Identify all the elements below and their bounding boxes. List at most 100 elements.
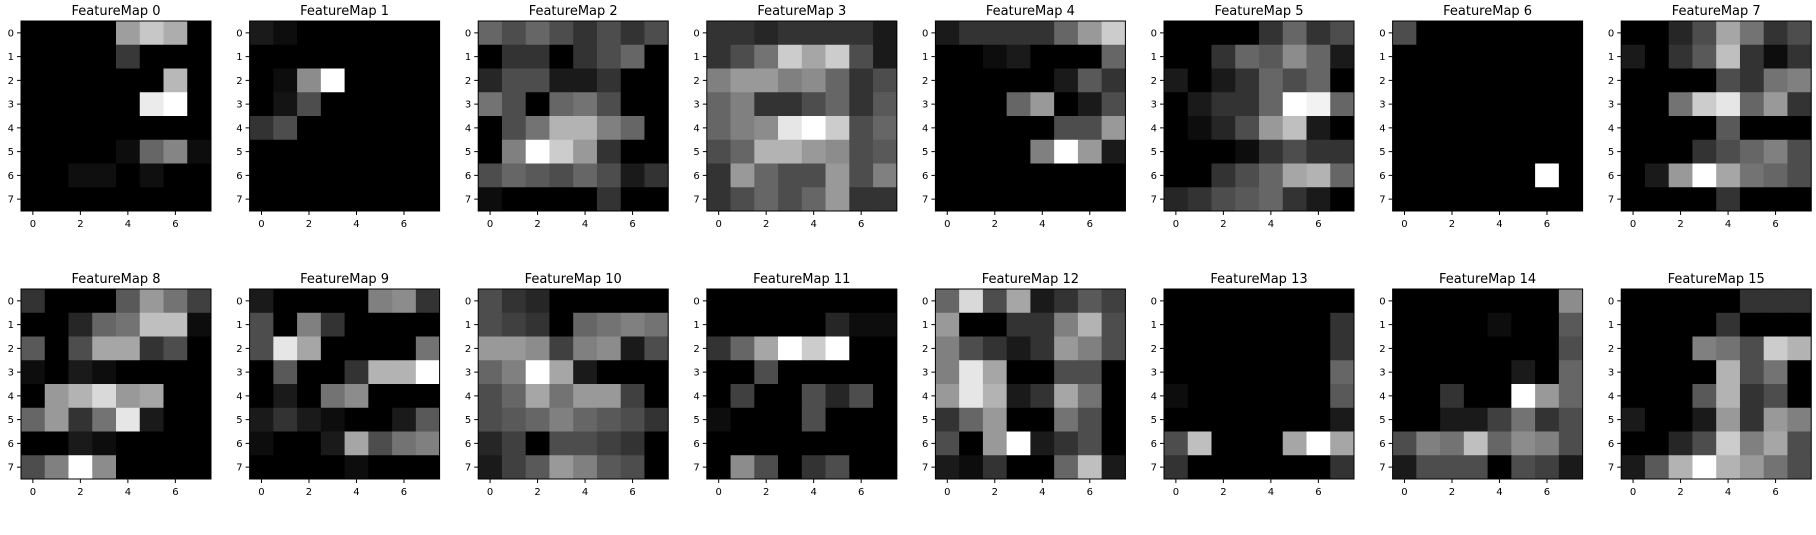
heatmap-cell	[730, 384, 755, 409]
heatmap-cell	[1440, 139, 1465, 164]
y-tick-label: 2	[1151, 76, 1157, 87]
heatmap-cell	[415, 44, 440, 69]
heatmap-cell	[935, 163, 960, 188]
heatmap-cell	[139, 68, 164, 93]
heatmap-cell	[273, 289, 298, 314]
heatmap-cell	[1716, 139, 1741, 164]
heatmap-cell	[525, 21, 550, 46]
x-tick-label: 0	[487, 219, 493, 230]
heatmap-cell	[1535, 384, 1560, 409]
heatmap-cell	[935, 312, 960, 337]
heatmap-cell	[1030, 431, 1055, 456]
heatmap-cell	[1463, 455, 1488, 480]
heatmap-cell	[1259, 163, 1284, 188]
heatmap-cell	[68, 44, 93, 69]
heatmap-cell	[982, 92, 1008, 117]
heatmap-cell	[1668, 21, 1693, 46]
y-tick-label: 5	[1608, 147, 1614, 158]
heatmap-cell	[1511, 336, 1536, 361]
heatmap-cell	[1787, 312, 1812, 337]
heatmap-cell	[778, 336, 803, 361]
heatmap-cell	[825, 44, 850, 69]
heatmap-cell	[1535, 116, 1560, 141]
heatmap-cell	[1416, 360, 1441, 385]
heatmap-cell	[1282, 21, 1307, 46]
heatmap-cell	[959, 139, 984, 164]
heatmap-cell	[982, 139, 1008, 164]
heatmap-cell	[1187, 92, 1212, 117]
heatmap-cell	[297, 289, 322, 314]
heatmap-cell	[116, 92, 141, 117]
heatmap-cell	[935, 139, 960, 164]
heatmap-cell	[1621, 116, 1646, 141]
heatmap-cell	[1054, 312, 1079, 337]
heatmap-cell	[1763, 289, 1788, 314]
heatmap-cell	[501, 455, 527, 480]
heatmap-cell	[778, 68, 803, 93]
heatmap-cell	[1330, 289, 1355, 314]
heatmap-cell	[320, 163, 345, 188]
heatmap-cell	[1487, 407, 1512, 432]
heatmap-cell	[1763, 360, 1788, 385]
heatmap-cell	[1558, 455, 1583, 480]
heatmap-cell	[320, 92, 345, 117]
y-tick-label: 5	[1379, 415, 1385, 426]
heatmap-cell	[549, 116, 574, 141]
heatmap-cell	[620, 139, 645, 164]
heatmap-cell	[1463, 187, 1488, 212]
heatmap-cell	[1716, 68, 1741, 93]
heatmap-cell	[139, 139, 164, 164]
heatmap-cell	[982, 44, 1008, 69]
heatmap-cell	[1211, 163, 1236, 188]
heatmap-cell	[68, 68, 93, 93]
heatmap-cell	[1692, 336, 1717, 361]
heatmap-cell	[92, 68, 117, 93]
y-tick-label: 0	[922, 296, 928, 307]
heatmap-cell	[1621, 312, 1646, 337]
y-tick-label: 6	[1608, 439, 1614, 450]
heatmap-cell	[116, 289, 141, 314]
heatmap-cell	[1054, 139, 1079, 164]
heatmap-cell	[778, 44, 803, 69]
y-tick-label: 5	[922, 147, 928, 158]
heatmap-cell	[1739, 116, 1765, 141]
heatmap-cell	[1164, 21, 1189, 46]
heatmap-cell	[525, 163, 550, 188]
axes-frame	[20, 288, 212, 480]
heatmap-cell	[249, 68, 274, 93]
heatmap-cell	[620, 384, 645, 409]
heatmap-cell	[1487, 44, 1512, 69]
heatmap-cell	[139, 336, 164, 361]
y-tick-label: 3	[922, 100, 928, 111]
heatmap-cell	[573, 455, 598, 480]
heatmap-cell	[249, 21, 274, 46]
y-tick-label: 5	[1608, 415, 1614, 426]
heatmap-cell	[1259, 384, 1284, 409]
y-tick-label: 3	[693, 368, 699, 379]
heatmap-cell	[501, 44, 527, 69]
heatmap-cell	[935, 44, 960, 69]
heatmap-cell	[1054, 68, 1079, 93]
heatmap-cell	[368, 163, 393, 188]
x-tick-label: 0	[715, 487, 721, 498]
heatmap-cell	[1030, 163, 1055, 188]
heatmap-cell	[778, 92, 803, 117]
heatmap-cell	[1558, 21, 1583, 46]
heatmap-cell	[754, 44, 779, 69]
y-tick-label: 4	[1608, 123, 1614, 134]
heatmap-cell	[596, 360, 622, 385]
heatmap-cell	[1164, 116, 1189, 141]
heatmap-cell	[1259, 21, 1284, 46]
heatmap-cell	[1787, 187, 1812, 212]
heatmap-cell	[392, 455, 417, 480]
heatmap-cell	[1487, 139, 1512, 164]
heatmap-cell	[1054, 360, 1079, 385]
heatmap-cell	[1030, 116, 1055, 141]
x-tick-label: 0	[1630, 219, 1636, 230]
heatmap-cell	[1054, 21, 1079, 46]
heatmap-cell	[935, 21, 960, 46]
heatmap-cell	[1235, 163, 1260, 188]
heatmap-cell	[1463, 139, 1488, 164]
y-tick-label: 5	[922, 415, 928, 426]
heatmap-cell	[21, 21, 46, 46]
